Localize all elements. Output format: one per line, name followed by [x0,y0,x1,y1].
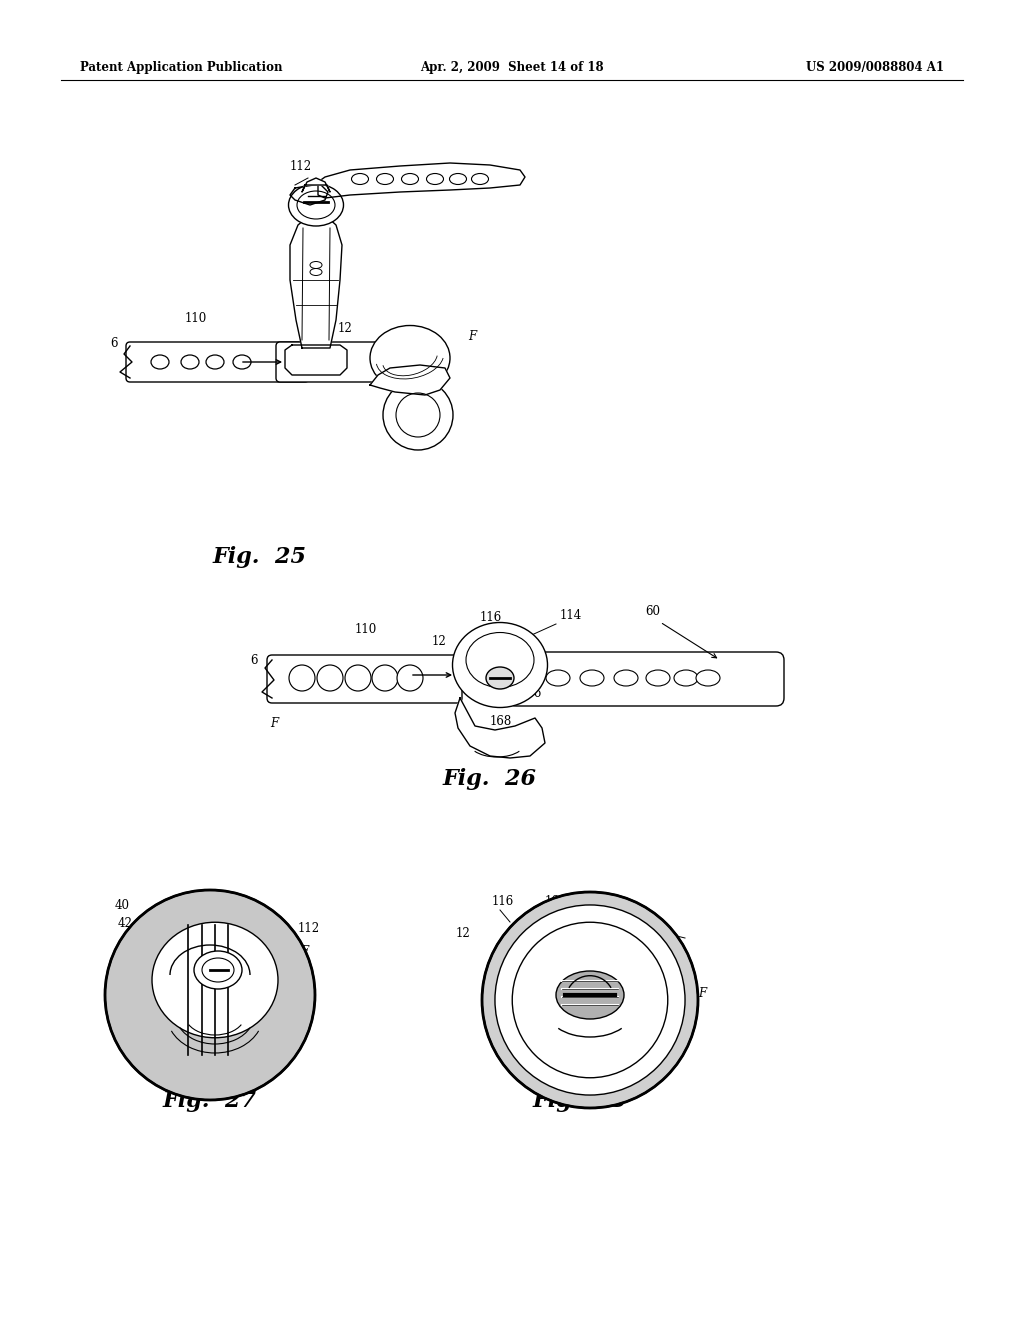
Ellipse shape [325,356,339,368]
FancyBboxPatch shape [276,342,379,381]
Ellipse shape [453,623,548,708]
Circle shape [482,892,698,1107]
Ellipse shape [696,671,720,686]
Polygon shape [318,162,525,198]
Ellipse shape [233,355,251,370]
Text: 114: 114 [560,609,583,622]
Text: 40: 40 [115,899,130,912]
Text: F: F [468,330,476,343]
Text: 168: 168 [490,715,512,729]
Ellipse shape [646,671,670,686]
Text: 116: 116 [480,611,502,624]
Text: 116: 116 [492,895,514,908]
Ellipse shape [152,923,278,1038]
Text: 135: 135 [278,979,300,993]
Circle shape [289,665,315,690]
Circle shape [396,393,440,437]
Text: 12: 12 [456,927,471,940]
Circle shape [383,380,453,450]
Polygon shape [370,366,450,395]
Text: F: F [698,987,707,1001]
Ellipse shape [546,671,570,686]
Text: 110: 110 [185,312,207,325]
Text: 12: 12 [338,322,352,335]
Text: Apr. 2, 2009  Sheet 14 of 18: Apr. 2, 2009 Sheet 14 of 18 [420,62,604,74]
Ellipse shape [181,355,199,370]
FancyBboxPatch shape [267,655,462,704]
Ellipse shape [614,671,638,686]
Text: 60: 60 [645,605,660,618]
Circle shape [317,665,343,690]
FancyBboxPatch shape [126,342,309,381]
Text: 6: 6 [110,337,118,350]
Polygon shape [290,215,342,348]
Ellipse shape [288,356,302,368]
Text: Fig.  26: Fig. 26 [443,768,537,789]
Text: 114: 114 [612,906,634,917]
Text: 6: 6 [251,653,258,667]
Text: 166: 166 [520,686,543,700]
Ellipse shape [486,667,514,689]
Text: Fig.  27: Fig. 27 [163,1090,257,1111]
Circle shape [397,665,423,690]
Text: 164: 164 [545,895,567,908]
Text: 112: 112 [290,160,312,173]
Text: 12: 12 [432,635,446,648]
Ellipse shape [351,173,369,185]
Text: 168: 168 [622,931,644,942]
Ellipse shape [370,326,450,391]
Text: 110: 110 [355,623,377,636]
Ellipse shape [401,173,419,185]
Text: 42: 42 [118,917,133,931]
FancyBboxPatch shape [508,652,784,706]
Ellipse shape [194,950,242,989]
Circle shape [495,906,685,1096]
Ellipse shape [556,972,624,1019]
Text: 112: 112 [298,921,321,935]
Ellipse shape [377,173,393,185]
Text: F: F [300,945,308,958]
Text: F: F [270,717,279,730]
Circle shape [345,665,371,690]
Ellipse shape [289,183,343,226]
Text: Fig.  28: Fig. 28 [534,1090,627,1111]
Polygon shape [285,345,347,375]
Polygon shape [455,698,545,758]
Polygon shape [302,178,330,191]
Ellipse shape [151,355,169,370]
Text: Patent Application Publication: Patent Application Publication [80,62,283,74]
Circle shape [372,665,398,690]
Ellipse shape [308,356,322,368]
Text: US 2009/0088804 A1: US 2009/0088804 A1 [806,62,944,74]
Polygon shape [290,183,328,205]
Ellipse shape [471,173,488,185]
Ellipse shape [427,173,443,185]
Ellipse shape [450,173,467,185]
Circle shape [105,890,315,1100]
Ellipse shape [674,671,698,686]
Ellipse shape [580,671,604,686]
Text: Fig.  25: Fig. 25 [213,546,307,568]
Ellipse shape [206,355,224,370]
